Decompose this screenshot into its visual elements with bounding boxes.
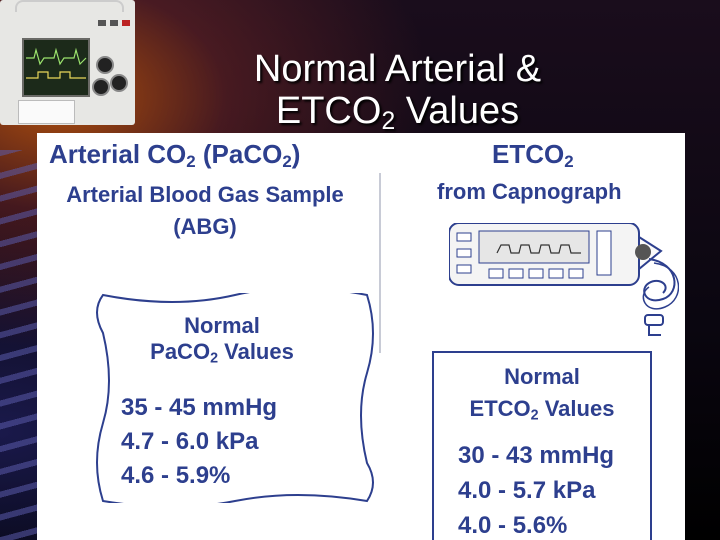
etco2-box-title-a: ETCO <box>469 396 531 421</box>
slide-title: Normal Arterial & ETCO2 Values <box>150 48 645 143</box>
left-heading-sub1: 2 <box>186 152 196 172</box>
title-line-2: ETCO2 Values <box>150 90 645 143</box>
comparison-figure: Arterial CO2 (PaCO2) Arterial Blood Gas … <box>37 133 685 540</box>
monitor-button <box>110 20 118 26</box>
monitor-paper-strip <box>18 100 75 124</box>
etco2-box-title-b: Values <box>538 396 615 421</box>
monitor-button <box>98 20 106 26</box>
etco2-value-percent: 4.0 - 5.6% <box>458 511 568 539</box>
paco2-value-mmhg: 35 - 45 mmHg <box>121 394 278 421</box>
monitor-button <box>122 20 130 26</box>
paco2-box-title-a: PaCO <box>150 339 211 364</box>
etco2-box-title-line2: ETCO2 Values <box>434 393 650 432</box>
left-subtitle-line1: Arterial Blood Gas Sample <box>66 182 344 207</box>
right-heading-a: ETCO <box>492 139 565 169</box>
paco2-box-title-line2: PaCO2 Values <box>117 339 327 372</box>
etco2-values-box: Normal ETCO2 Values 30 - 43 mmHg 4.0 - 5… <box>432 351 652 540</box>
monitor-knob-1 <box>96 56 114 74</box>
right-heading: ETCO2 <box>492 139 574 172</box>
title-line-2-suffix: Values <box>395 90 520 132</box>
monitor-screen <box>22 38 90 97</box>
etco2-box-title-sub: 2 <box>530 407 539 424</box>
paco2-value-kpa: 4.7 - 6.0 kPa <box>121 428 259 455</box>
paco2-box-title: Normal PaCO2 Values <box>117 313 327 372</box>
left-heading-c: ) <box>291 139 301 169</box>
title-line-2-prefix: ETCO <box>275 90 382 132</box>
left-heading: Arterial CO2 (PaCO2) <box>49 139 300 172</box>
left-heading-b: (PaCO <box>195 139 283 169</box>
left-heading-a: Arterial CO <box>49 139 187 169</box>
defibrillator-monitor-image <box>0 0 135 125</box>
left-subtitle-line2: (ABG) <box>173 214 237 239</box>
monitor-handle <box>15 0 124 12</box>
etco2-values-list: 30 - 43 mmHg 4.0 - 5.7 kPa 4.0 - 5.6% <box>458 438 650 540</box>
paco2-box-title-b: Values <box>218 339 294 364</box>
paco2-values-box <box>96 293 374 503</box>
monitor-knob-2 <box>110 74 128 92</box>
paco2-box-title-line1: Normal <box>184 313 260 338</box>
paco2-values-list: 35 - 45 mmHg 4.7 - 6.0 kPa 4.6 - 5.9% <box>121 391 277 493</box>
paco2-box-title-sub: 2 <box>210 350 219 367</box>
paco2-value-percent: 4.6 - 5.9% <box>121 462 231 489</box>
capnograph-device-image <box>449 223 679 336</box>
left-heading-sub2: 2 <box>282 152 292 172</box>
etco2-box-title: Normal ETCO2 Values <box>434 361 650 432</box>
etco2-value-mmhg: 30 - 43 mmHg <box>458 441 615 469</box>
title-line-1: Normal Arterial & <box>253 48 542 90</box>
monitor-knob-3 <box>92 78 110 96</box>
etco2-box-title-line1: Normal <box>504 364 580 389</box>
column-divider <box>379 173 381 353</box>
decorative-stripes <box>0 150 40 540</box>
title-line-2-sub: 2 <box>381 108 396 136</box>
etco2-value-kpa: 4.0 - 5.7 kPa <box>458 476 596 504</box>
right-heading-sub: 2 <box>564 152 574 172</box>
right-subtitle: from Capnograph <box>437 179 622 204</box>
left-subtitle: Arterial Blood Gas Sample (ABG) <box>45 179 365 243</box>
